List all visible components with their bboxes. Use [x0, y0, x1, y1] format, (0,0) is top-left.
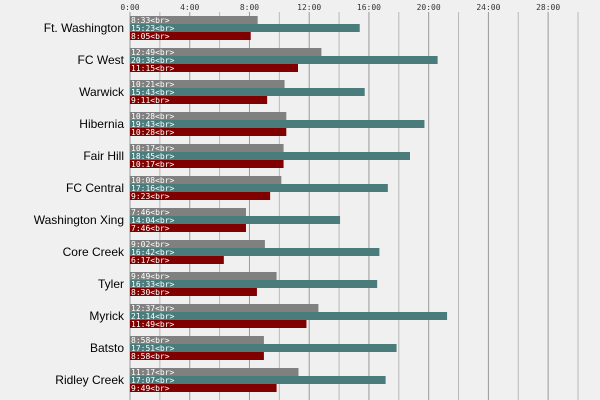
bar — [130, 216, 341, 224]
bar-label: 10:17<br> — [131, 144, 175, 153]
bar-label: 8:58<br> — [131, 336, 170, 345]
bar — [130, 272, 277, 280]
bar-label: 9:49<br> — [131, 384, 170, 393]
category-label: Tyler — [98, 277, 124, 291]
bar — [130, 24, 360, 32]
bar-label: 20:36<br> — [131, 56, 175, 65]
x-tick-label: 20:00 — [417, 3, 441, 12]
bar — [130, 176, 282, 184]
x-tick-label: 28:00 — [536, 3, 560, 12]
bar-label: 9:23<br> — [131, 192, 170, 201]
bar-label: 9:49<br> — [131, 272, 170, 281]
grid — [129, 12, 579, 400]
category-label: Ft. Washington — [44, 21, 124, 35]
bar-label: 9:02<br> — [131, 240, 170, 249]
bar — [130, 376, 386, 384]
bar-label: 8:30<br> — [131, 288, 170, 297]
bar — [130, 144, 284, 152]
bar — [130, 16, 258, 24]
bar-label: 6:17<br> — [131, 256, 170, 265]
bar — [130, 304, 319, 312]
bar-label: 7:46<br> — [131, 224, 170, 233]
bar-label: 8:05<br> — [131, 32, 170, 41]
category-label: Washington Xing — [34, 213, 124, 227]
bar — [130, 48, 322, 56]
bar-label: 7:46<br> — [131, 208, 170, 217]
x-tick-label: 16:00 — [357, 3, 381, 12]
bar-label: 10:08<br> — [131, 176, 175, 185]
bar — [130, 88, 365, 96]
bar-label: 11:49<br> — [131, 320, 175, 329]
bar-label: 8:33<br> — [131, 16, 170, 25]
bar — [130, 384, 277, 392]
bar-label: 18:45<br> — [131, 152, 175, 161]
bar-label: 12:37<br> — [131, 304, 175, 313]
category-label: Fair Hill — [83, 149, 124, 163]
bar-label: 17:51<br> — [131, 344, 175, 353]
bar — [130, 152, 410, 160]
category-label: FC Central — [66, 181, 124, 195]
bar — [130, 96, 268, 104]
bar-label: 15:43<br> — [131, 88, 175, 97]
bar-label: 11:15<br> — [131, 64, 175, 73]
x-tick-label: 0:00 — [120, 3, 139, 12]
bar — [130, 56, 438, 64]
category-label: FC West — [78, 53, 125, 67]
bar — [130, 352, 264, 360]
x-tick-label: 8:00 — [240, 3, 259, 12]
bar-label: 10:28<br> — [131, 112, 175, 121]
bar — [130, 224, 246, 232]
bar-label: 15:23<br> — [131, 24, 175, 33]
bar — [130, 280, 378, 288]
bar — [130, 32, 251, 40]
bar-label: 11:17<br> — [131, 368, 175, 377]
bar — [130, 128, 287, 136]
bar-label: 14:04<br> — [131, 216, 175, 225]
category-label: Ridley Creek — [55, 373, 125, 387]
bar — [130, 208, 246, 216]
bar-label: 10:28<br> — [131, 128, 175, 137]
bar — [130, 344, 397, 352]
bar — [130, 248, 380, 256]
category-label: Warwick — [79, 85, 125, 99]
x-tick-label: 12:00 — [297, 3, 321, 12]
bar-label: 17:16<br> — [131, 184, 175, 193]
x-tick-label: 24:00 — [476, 3, 500, 12]
category-label: Batsto — [90, 341, 124, 355]
bar — [130, 256, 224, 264]
bar — [130, 120, 425, 128]
bar — [130, 192, 271, 200]
category-labels: Ft. Washington FC West Warwick Hibernia Fair… — [34, 21, 125, 387]
bar-label: 16:42<br> — [131, 248, 175, 257]
category-label: Myrick — [89, 309, 125, 323]
bar-label: 10:21<br> — [131, 80, 175, 89]
category-label: Core Creek — [63, 245, 125, 259]
bar — [130, 368, 299, 376]
bars: 8:33<br>15:23<br>8:05<br> 12:49<br>20:36<… — [130, 16, 448, 393]
bar — [130, 240, 265, 248]
bar-label: 9:11<br> — [131, 96, 170, 105]
bar-label: 8:58<br> — [131, 352, 170, 361]
x-tick-label: 4:00 — [180, 3, 199, 12]
bar — [130, 312, 448, 320]
bar-label: 10:17<br> — [131, 160, 175, 169]
bar — [130, 64, 298, 72]
bar-label: 16:33<br> — [131, 280, 175, 289]
x-axis-ticks: 0:00 4:00 8:00 12:00 16:00 20:00 24:00 28:00 — [120, 3, 560, 12]
bar-label: 19:43<br> — [131, 120, 175, 129]
category-label: Hibernia — [79, 117, 124, 131]
bar — [130, 320, 307, 328]
bar — [130, 336, 264, 344]
bar — [130, 160, 284, 168]
bar-label: 21:14<br> — [131, 312, 175, 321]
bar — [130, 80, 285, 88]
bar-label: 17:07<br> — [131, 376, 175, 385]
bar — [130, 288, 257, 296]
bar — [130, 112, 287, 120]
bar — [130, 184, 388, 192]
bar-label: 12:49<br> — [131, 48, 175, 57]
